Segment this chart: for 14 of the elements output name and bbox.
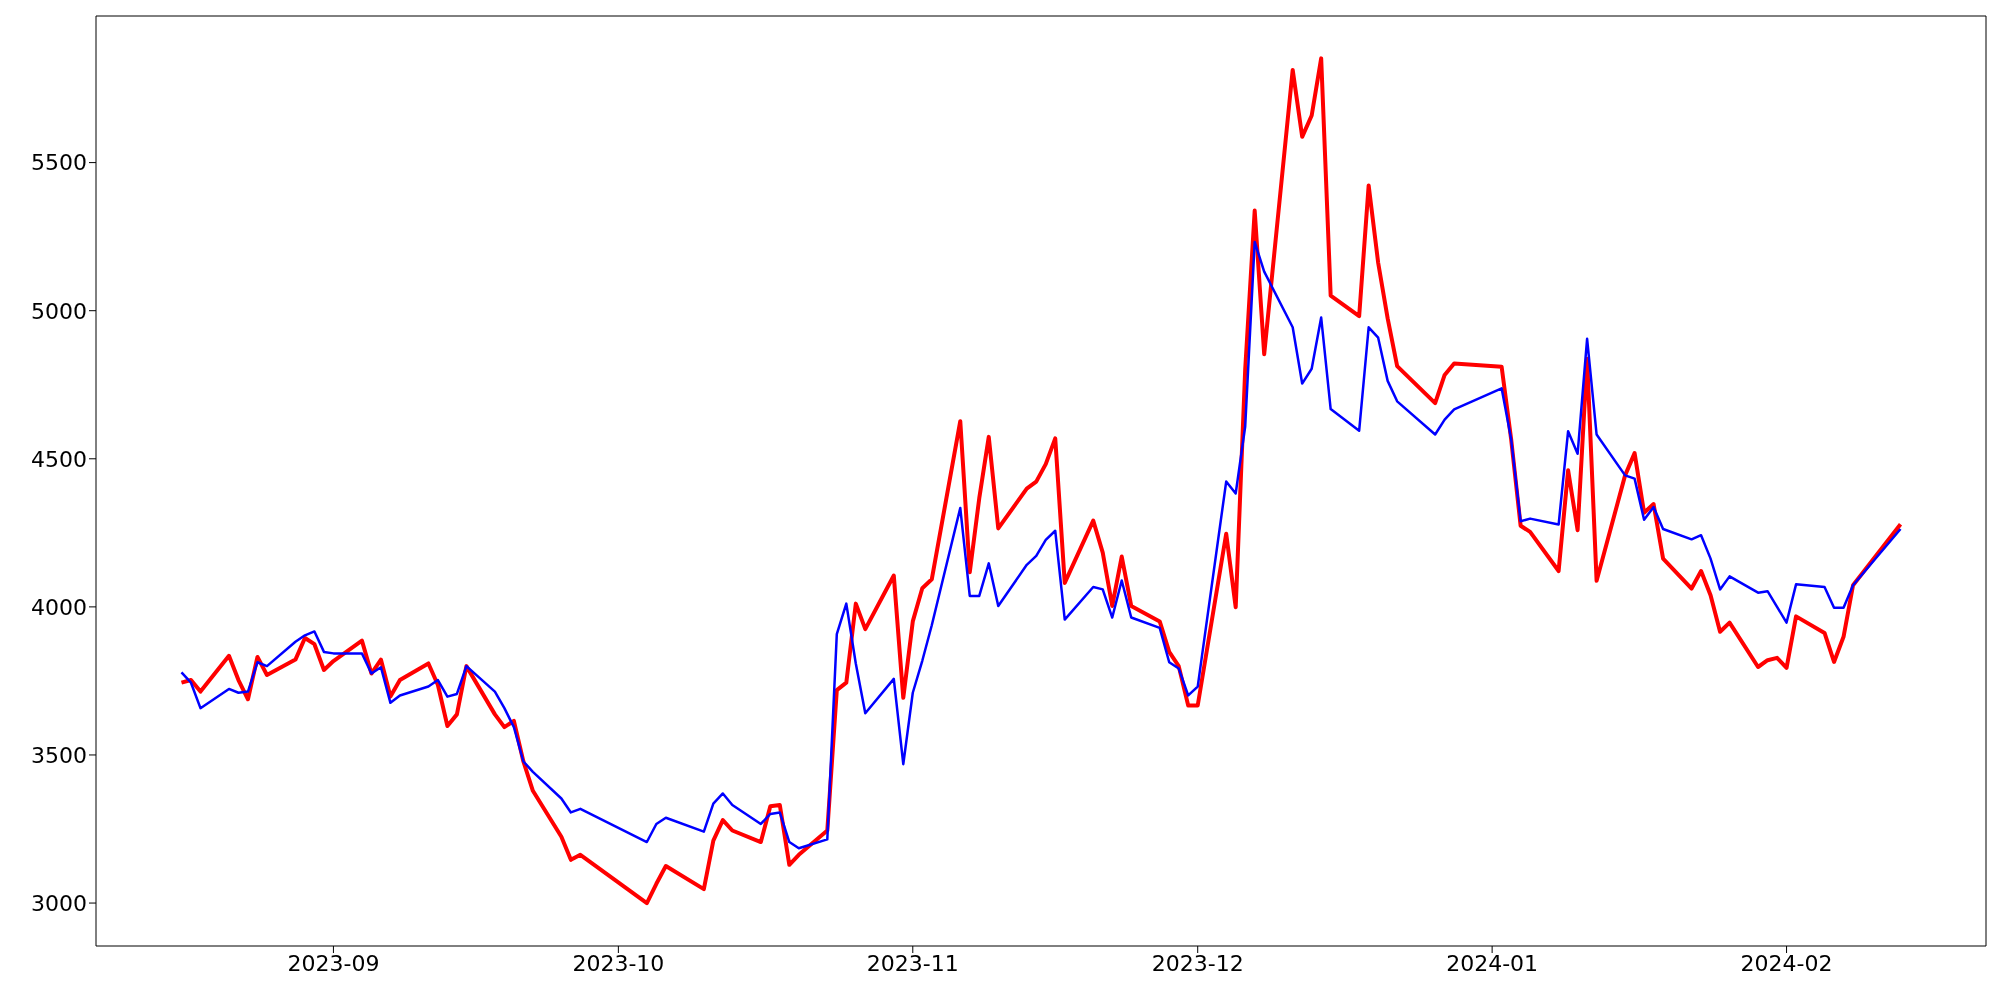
y-tick-label: 3000	[31, 890, 87, 916]
x-tick-label: 2023-09	[287, 950, 380, 976]
y-tick-label: 5500	[31, 150, 87, 176]
y-tick-label: 4500	[31, 446, 87, 472]
x-tick-label: 2024-02	[1740, 950, 1833, 976]
line-series	[179, 56, 1903, 906]
x-tick-label: 2023-12	[1151, 950, 1244, 976]
y-tick-label: 3500	[31, 742, 87, 768]
y-tick-label: 5000	[31, 298, 87, 324]
x-tick-label: 2023-10	[572, 950, 665, 976]
x-tick-label: 2024-01	[1446, 950, 1539, 976]
x-tick-label: 2023-11	[866, 950, 959, 976]
line-series	[180, 240, 1902, 850]
y-tick-label: 4000	[31, 594, 87, 620]
